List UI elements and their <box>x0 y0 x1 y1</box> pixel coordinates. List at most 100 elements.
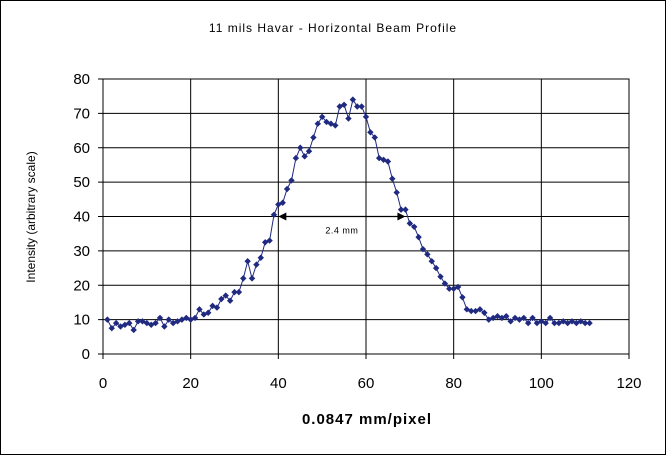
x-tick-label: 40 <box>270 375 287 392</box>
data-point <box>380 156 387 163</box>
data-point <box>161 323 168 330</box>
data-point <box>367 129 374 136</box>
data-point <box>384 158 392 165</box>
data-point <box>104 316 111 323</box>
data-point <box>432 264 440 272</box>
data-point <box>520 314 527 322</box>
data-point <box>314 120 321 127</box>
data-point <box>375 154 383 162</box>
data-point <box>503 312 510 320</box>
data-point <box>542 319 549 327</box>
data-point <box>257 254 264 261</box>
data-point <box>283 185 291 193</box>
data-series <box>104 96 593 334</box>
data-point <box>555 319 563 327</box>
data-point <box>301 153 308 160</box>
x-tick-label: 100 <box>529 375 554 392</box>
x-tick-label: 0 <box>99 375 107 392</box>
data-point <box>222 292 229 299</box>
gridlines <box>103 79 629 354</box>
x-tick-label: 80 <box>445 375 462 392</box>
y-tick-label: 80 <box>73 71 90 88</box>
data-point <box>279 199 286 206</box>
series-line <box>106 98 590 331</box>
data-point <box>345 115 352 122</box>
y-tick-label: 70 <box>73 105 90 122</box>
data-point <box>235 288 243 296</box>
data-point <box>318 113 326 121</box>
data-point <box>358 103 365 110</box>
data-point <box>371 134 378 141</box>
data-point <box>511 314 519 322</box>
data-point <box>437 273 444 280</box>
data-point <box>454 283 462 291</box>
data-point <box>261 239 269 246</box>
data-point <box>240 275 247 282</box>
y-axis-ticks: 0 10 20 30 40 50 60 70 80 <box>73 71 103 363</box>
data-point <box>121 321 129 328</box>
data-point <box>231 288 238 296</box>
data-point <box>546 314 554 322</box>
data-point <box>507 318 514 325</box>
data-point <box>196 306 203 313</box>
y-tick-label: 40 <box>73 209 90 226</box>
data-point <box>205 309 212 316</box>
data-point <box>441 280 449 287</box>
data-point <box>481 309 488 316</box>
data-point <box>362 113 370 121</box>
data-point <box>332 122 339 129</box>
data-point <box>568 318 576 325</box>
data-point <box>397 206 405 213</box>
data-point <box>130 326 137 334</box>
data-point <box>538 318 545 325</box>
data-point <box>112 319 120 327</box>
annotation-label: 2.4 mm <box>325 226 358 236</box>
data-point <box>297 144 304 151</box>
x-axis-label: 0.0847 mm/pixel <box>302 411 432 428</box>
data-point <box>533 319 541 327</box>
data-point <box>581 319 589 327</box>
data-point <box>402 206 409 213</box>
data-point <box>253 261 260 268</box>
y-axis-label: Intensity (arbitrary scale) <box>24 151 38 282</box>
data-point <box>524 319 532 327</box>
data-point <box>354 103 361 110</box>
data-point <box>529 314 536 322</box>
data-point <box>226 297 234 304</box>
x-axis-ticks: 0 20 40 60 80 100 120 <box>99 354 642 392</box>
data-point <box>169 319 177 327</box>
data-point <box>218 295 225 303</box>
data-point <box>340 101 348 108</box>
data-point <box>349 96 357 103</box>
data-point <box>134 318 142 325</box>
data-point <box>393 189 400 196</box>
data-point <box>476 306 484 313</box>
data-point <box>586 319 593 327</box>
chart-title: 11 mils Havar - Horizontal Beam Profile <box>209 21 457 35</box>
x-tick-label: 120 <box>616 375 641 392</box>
data-point <box>459 294 466 301</box>
y-tick-label: 30 <box>73 243 90 260</box>
data-point <box>108 325 115 332</box>
data-point <box>174 318 181 325</box>
annotation-arrowhead-left <box>278 212 287 221</box>
data-point <box>411 223 418 231</box>
data-point <box>248 275 256 282</box>
data-point <box>288 177 295 184</box>
data-point <box>446 285 453 292</box>
data-point <box>152 319 159 327</box>
data-point <box>165 316 172 323</box>
data-point <box>551 319 558 327</box>
data-point <box>424 251 431 258</box>
y-tick-label: 0 <box>82 346 90 363</box>
data-point <box>244 257 251 265</box>
data-point <box>213 304 221 311</box>
data-point <box>126 319 133 327</box>
annotation-arrowhead-right <box>397 212 406 221</box>
data-point <box>406 220 414 227</box>
y-tick-label: 50 <box>73 174 90 191</box>
data-point <box>305 147 313 155</box>
data-point <box>310 134 317 141</box>
data-point <box>428 257 435 265</box>
